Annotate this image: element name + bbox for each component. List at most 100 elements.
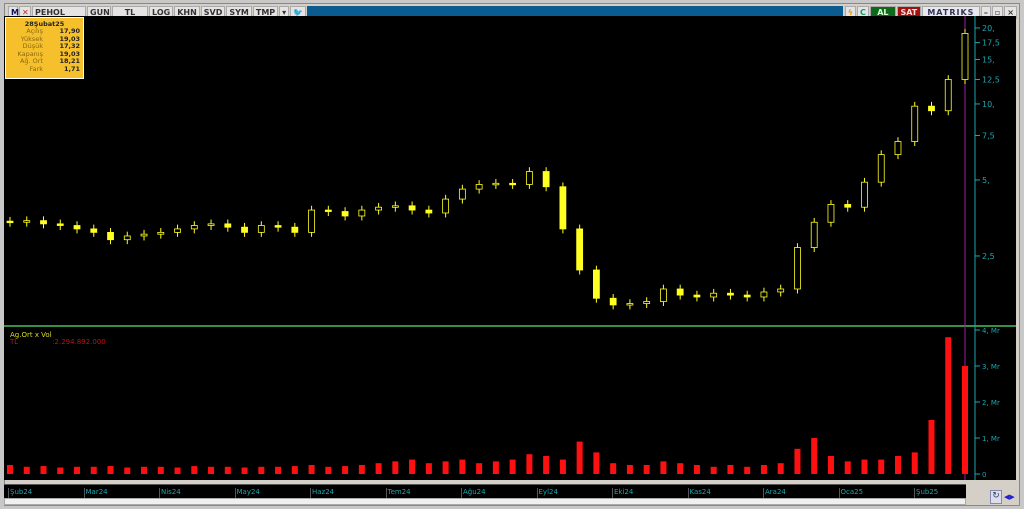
- month-label: Şub25: [914, 488, 939, 498]
- volume-bar: [945, 337, 952, 474]
- candle: [777, 288, 785, 293]
- price-tick-label: 20,: [982, 24, 995, 33]
- candle: [56, 223, 64, 226]
- month-label: Şub24: [8, 488, 33, 498]
- candle: [894, 141, 902, 156]
- volume-bar: [878, 459, 885, 474]
- volume-bar: [375, 463, 382, 474]
- info-row: Fark 1,71: [9, 65, 80, 74]
- volume-bar: [760, 465, 767, 474]
- candle: [928, 105, 935, 112]
- candle: [626, 303, 634, 306]
- candle: [727, 292, 734, 296]
- volume-bar: [7, 465, 13, 474]
- volume-bar: [744, 466, 751, 474]
- price-tick-label: 2,5: [982, 252, 995, 261]
- candle: [475, 184, 483, 190]
- volume-indicator-value: TL:2.294.892.000: [10, 338, 106, 346]
- volume-bar: [526, 454, 533, 474]
- volume-tick-label: 2, Mr: [982, 399, 1000, 407]
- candle: [911, 105, 919, 142]
- candle: [542, 171, 550, 188]
- candle: [73, 225, 81, 230]
- candle: [861, 181, 868, 208]
- ohlc-info-box: 28Şubat25 Açılış 17,90 Yüksek 19,03 Düşük 17,…: [5, 17, 84, 79]
- volume-bar: [23, 466, 30, 474]
- price-tick-label: 7,5: [982, 132, 995, 141]
- volume-bar: [107, 466, 114, 474]
- month-label: Haz24: [310, 488, 335, 498]
- volume-unit: TL: [10, 338, 19, 346]
- scroll-arrows-icon[interactable]: ◀▶: [1004, 493, 1015, 501]
- volume-bar: [57, 467, 64, 474]
- price-volume-chart[interactable]: 2,5 5, 7,5 10, 12,5 15, 17,5 20, 0 1, Mr 2, Mr 3, M…: [4, 16, 1016, 480]
- volume-bar: [275, 466, 282, 474]
- volume-bar: [208, 466, 215, 474]
- candle: [207, 223, 215, 226]
- volume-bar: [291, 466, 298, 474]
- volume-bar: [626, 465, 633, 474]
- candle: [190, 225, 198, 230]
- candle: [442, 198, 450, 214]
- price-tick-label: 10,: [982, 100, 995, 109]
- volume-bar: [610, 463, 617, 474]
- candle: [308, 209, 315, 233]
- info-row: Açılış 17,90: [9, 27, 80, 36]
- candle: [877, 154, 885, 183]
- candle: [408, 205, 416, 211]
- volume-bar: [174, 467, 181, 474]
- info-label: Ağ. Ort: [19, 57, 43, 66]
- month-label: Eki24: [612, 488, 634, 498]
- candle: [492, 182, 500, 186]
- candle: [341, 211, 349, 217]
- candle: [291, 226, 299, 233]
- month-label: Kas24: [687, 488, 711, 498]
- candle: [576, 228, 584, 271]
- volume-bar: [710, 466, 717, 474]
- info-label: Yüksek: [20, 34, 43, 43]
- candle: [140, 233, 148, 237]
- volume-indicator-title: Ag.Ort x Vol: [10, 331, 52, 339]
- volume-bar: [492, 461, 499, 474]
- volume-bar: [643, 465, 650, 474]
- candle: [458, 188, 466, 200]
- candle: [123, 235, 131, 241]
- candle: [593, 269, 600, 299]
- candle: [827, 204, 835, 223]
- volume-bar: [459, 459, 466, 474]
- candle: [257, 225, 265, 233]
- volume-bar: [191, 466, 198, 474]
- candle: [391, 205, 399, 208]
- sync-icon[interactable]: ↻: [990, 490, 1002, 504]
- volume-bar: [861, 459, 868, 474]
- candle: [743, 294, 751, 298]
- volume-bar: [844, 461, 851, 474]
- time-axis: Şub24 Mar24 Nis24 May24 Haz24 Tem24 Ağu24 Eyl24…: [4, 484, 966, 498]
- volume-bar: [342, 466, 349, 474]
- volume-bar: [727, 465, 734, 474]
- volume-bar: [962, 366, 968, 474]
- price-tick-label: 15,: [982, 55, 995, 64]
- info-value: 19,03: [59, 49, 80, 58]
- horizontal-scrollbar[interactable]: [4, 498, 966, 505]
- month-label: Eyl24: [536, 488, 558, 498]
- candle: [274, 225, 282, 228]
- month-label: Ara24: [763, 488, 786, 498]
- volume-bar: [124, 467, 131, 474]
- candle: [660, 288, 667, 302]
- candle: [224, 223, 232, 228]
- volume-bar: [811, 438, 818, 474]
- candle: [425, 209, 433, 214]
- candle: [157, 231, 165, 235]
- volume-bar: [693, 465, 700, 474]
- volume-bar: [425, 463, 432, 474]
- candle: [609, 297, 617, 306]
- volume-bar: [308, 465, 315, 474]
- info-label: Düşük: [22, 42, 43, 51]
- volume-bar: [911, 452, 918, 474]
- candle: [375, 206, 382, 211]
- info-value: 18,21: [59, 57, 80, 66]
- info-label: Kapanış: [17, 49, 43, 58]
- volume-bar: [576, 441, 583, 474]
- candle: [509, 182, 517, 186]
